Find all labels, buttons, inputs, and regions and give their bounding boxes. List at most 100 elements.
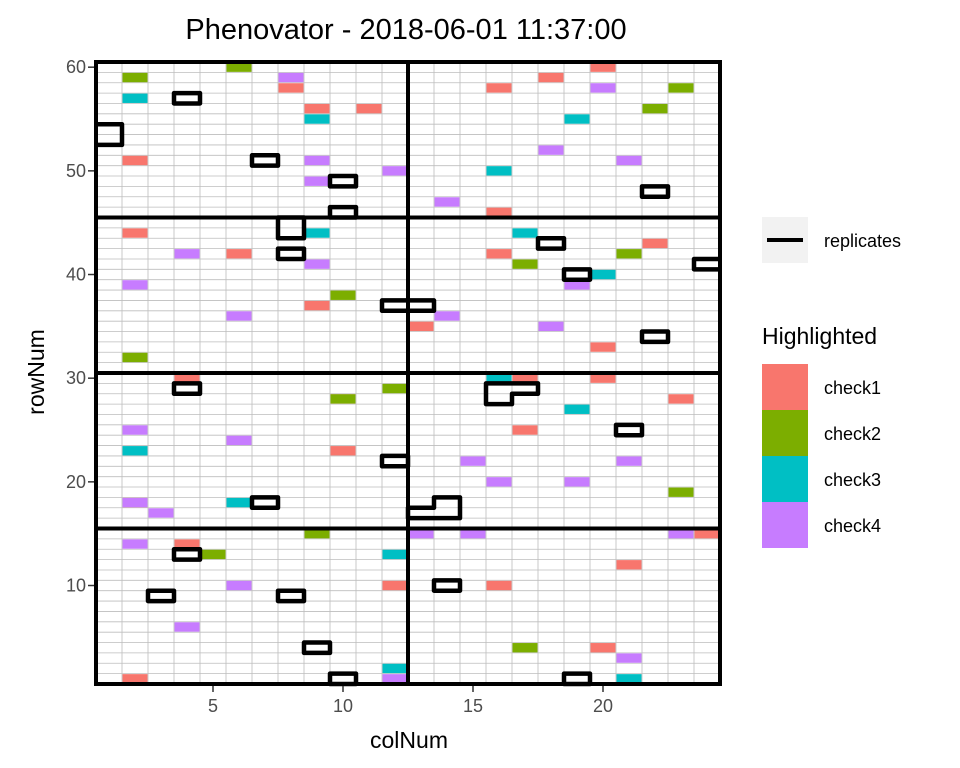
tile-check3 [122, 446, 148, 456]
tile-check4 [486, 477, 512, 487]
tile-check2 [122, 352, 148, 363]
tile-check4 [122, 497, 148, 508]
tile-check4 [122, 539, 148, 549]
tile-check4 [538, 321, 564, 332]
tile-check4 [122, 425, 148, 435]
y-tick-label: 50 [66, 161, 86, 181]
tile-check4 [434, 311, 460, 321]
tile-check1 [330, 446, 356, 456]
tile-check2 [512, 643, 538, 653]
tile-check1 [486, 207, 512, 217]
tile-check4 [278, 72, 304, 83]
tile-check1 [590, 62, 616, 72]
x-tick-label: 20 [593, 696, 613, 716]
tile-check1 [382, 580, 408, 591]
y-axis: 10 20 30 40 50 60 [66, 57, 94, 596]
panel-border [94, 60, 722, 686]
tile-check3 [382, 549, 408, 560]
fill-legend: check1 check2 check3 check4 [762, 364, 881, 548]
replicate-outline [249, 495, 281, 511]
replicate-outline [301, 640, 333, 656]
tile-check1 [304, 103, 330, 114]
tile-check1 [174, 539, 200, 549]
tile-check3 [304, 114, 330, 124]
tile-check4 [616, 456, 642, 466]
tile-check2 [226, 62, 252, 72]
tile-check1 [590, 342, 616, 352]
tile-check2 [382, 383, 408, 394]
replicate-outline-edge [691, 256, 720, 272]
tile-check4 [304, 155, 330, 166]
tile-check1 [486, 249, 512, 259]
tile-check4 [590, 83, 616, 93]
tile-check1 [642, 238, 668, 249]
x-axis-title: colNum [370, 727, 448, 753]
x-axis: 5 10 15 20 [208, 686, 613, 716]
tile-check2 [304, 529, 330, 539]
replicate-outline [275, 215, 307, 241]
replicate-outline [405, 495, 463, 521]
tile-check1 [408, 321, 434, 332]
x-tick-label: 5 [208, 696, 218, 716]
legend-label-check4: check4 [824, 516, 881, 536]
tile-check1 [512, 373, 538, 383]
block-lines [94, 60, 722, 686]
replicate-outline [327, 204, 359, 220]
tile-check4 [226, 580, 252, 591]
legend-key-check2 [762, 410, 808, 456]
replicate-outline [613, 422, 645, 438]
legend-title: Highlighted [762, 323, 877, 349]
tile-check3 [304, 228, 330, 238]
tile-check3 [226, 497, 252, 508]
tile-check2 [512, 259, 538, 269]
tile-check4 [226, 311, 252, 321]
x-tick-label: 15 [463, 696, 483, 716]
legend-label-replicates: replicates [824, 231, 901, 251]
replicate-outline [171, 90, 203, 106]
tile-check3 [616, 674, 642, 684]
tile-check2 [668, 83, 694, 93]
tile-check3 [486, 373, 512, 383]
tile-check1 [486, 83, 512, 93]
y-tick-label: 40 [66, 265, 86, 285]
replicate-outline [379, 298, 437, 314]
legend-label-check2: check2 [824, 424, 881, 444]
tile-check3 [486, 166, 512, 176]
tile-check1 [590, 373, 616, 383]
replicate-outline [431, 578, 463, 593]
replicate-outline [639, 329, 671, 345]
tile-check4 [174, 249, 200, 259]
tile-check4 [460, 456, 486, 466]
tile-check4 [174, 622, 200, 632]
tile-check1 [590, 643, 616, 653]
tile-check2 [668, 487, 694, 497]
replicate-outline [379, 453, 411, 469]
legend-label-check1: check1 [824, 378, 881, 398]
tile-check4 [304, 176, 330, 186]
y-tick-label: 10 [66, 576, 86, 596]
tile-check3 [564, 404, 590, 414]
tile-check4 [616, 155, 642, 166]
replicate-outline [639, 184, 671, 200]
tile-check4 [382, 166, 408, 176]
tile-check1 [486, 580, 512, 591]
replicate-outline [327, 173, 359, 189]
tile-check4 [434, 197, 460, 207]
tile-check4 [538, 145, 564, 155]
y-tick-label: 30 [66, 368, 86, 388]
tile-check1 [278, 83, 304, 93]
tile-check1 [122, 155, 148, 166]
tile-check4 [564, 477, 590, 487]
legend: replicates Highlighted check1 check2 check… [762, 217, 901, 548]
replicate-outline [327, 671, 359, 687]
tile-check2 [330, 394, 356, 404]
y-axis-title: rowNum [23, 329, 49, 415]
replicate-outlines [96, 90, 720, 687]
tile-check1 [512, 425, 538, 435]
replicate-outline [145, 588, 177, 604]
tile-check1 [694, 529, 720, 539]
tile-check3 [122, 93, 148, 103]
replicate-outline [171, 546, 203, 562]
tile-check2 [122, 72, 148, 83]
